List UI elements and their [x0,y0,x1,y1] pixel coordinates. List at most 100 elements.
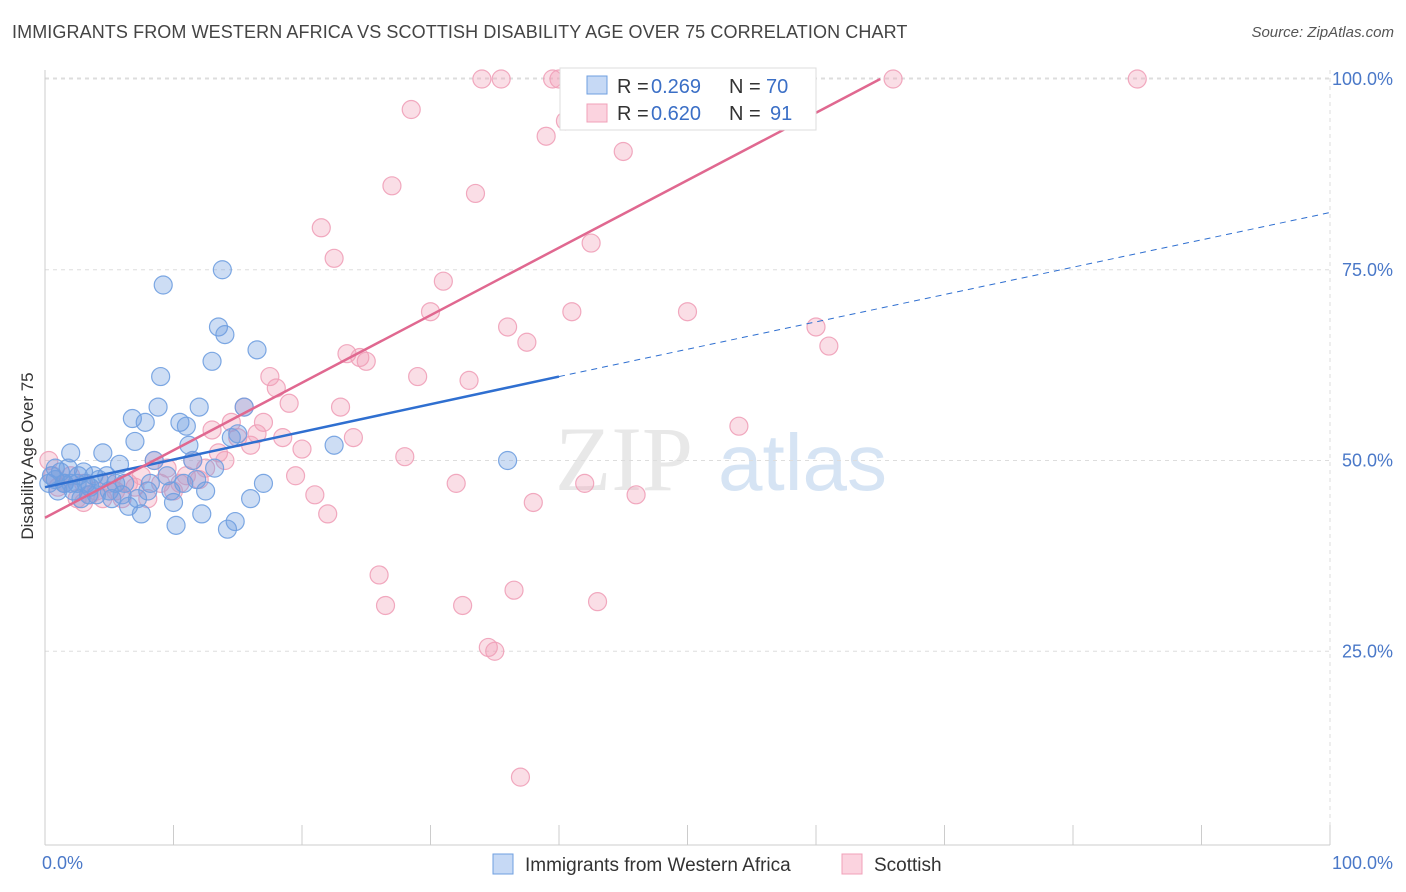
scottish-point-42 [311,218,331,238]
scottish-point-90 [883,69,903,89]
scottish-point-45 [330,397,351,417]
western-africa-point-51 [205,458,225,478]
scottish-point-47 [343,428,363,448]
trend-lines [44,77,1331,519]
western-africa-point-55 [217,519,238,539]
legend-n-label-pink: N = [729,103,761,125]
western-africa-point-47 [189,397,209,417]
x-tick-label-100: 100.0% [1332,853,1393,873]
scottish-point-61 [465,183,486,204]
western-africa-point-50 [202,351,222,371]
scottish-point-40 [292,439,312,459]
bottom-legend-label-pink: Scottish [874,855,942,876]
y-tick-labels: 25.0% 50.0% 75.0% 100.0% [1332,69,1393,661]
y-tick-label-25: 25.0% [1342,641,1393,661]
scottish-point-67 [504,580,524,600]
scottish-point-75 [562,302,582,322]
scottish-point-86 [729,416,749,436]
western-africa-point-60 [241,489,261,509]
western-africa-points [39,260,518,539]
scottish-point-0 [39,450,59,471]
western-africa-point-49 [196,481,216,501]
scottish-point-60 [459,370,479,390]
legend-r-value-blue: 0.269 [651,76,701,98]
legend-r-value-pink: 0.620 [651,103,701,125]
y-tick-label-75: 75.0% [1342,260,1393,280]
scottish-point-78 [587,592,608,612]
scottish-point-35 [260,366,280,387]
scottish-point-91 [1127,69,1147,89]
western-africa-trend-line [44,375,560,489]
bottom-legend-label-blue: Immigrants from Western Africa [525,855,791,876]
scottish-point-69 [517,332,537,352]
western-africa-point-42 [174,473,194,493]
western-africa-trend-extension [558,212,1331,378]
scottish-point-39 [285,466,306,486]
western-africa-point-48 [192,504,212,524]
scottish-point-81 [613,141,633,162]
scottish-point-62 [472,69,492,89]
western-africa-point-54 [215,325,235,345]
correlation-legend: R = 0.269 N = 70 R = 0.620 N = 91 [559,67,817,131]
x-tick-label-0: 0.0% [42,853,83,873]
western-africa-point-26 [122,408,142,429]
scottish-point-68 [510,767,531,787]
axes [44,70,1331,846]
scottish-point-57 [433,271,453,291]
y-tick-label-50: 50.0% [1342,451,1393,471]
western-africa-point-23 [112,485,132,505]
western-africa-point-68 [498,450,518,471]
scottish-point-59 [453,595,473,616]
western-africa-point-62 [253,473,274,493]
y-axis-label: Disability Age Over 75 [18,372,37,539]
watermark-zip: ZIP [555,408,693,510]
scottish-point-66 [498,317,518,337]
scottish-point-84 [677,302,698,322]
scottish-point-51 [375,595,396,616]
western-africa-point-67 [324,435,344,455]
scottish-point-38 [279,393,299,413]
western-africa-point-28 [127,489,148,509]
scottish-point-64 [485,641,505,661]
series-legend: Immigrants from Western Africa Scottish [492,853,942,876]
western-africa-point-37 [157,466,177,486]
chart-title: IMMIGRANTS FROM WESTERN AFRICA VS SCOTTI… [12,22,908,42]
scottish-point-41 [305,485,325,505]
legend-r-label-pink: R = [617,103,649,125]
western-africa-point-57 [225,511,245,532]
scottish-point-58 [446,473,466,493]
western-africa-point-43 [176,416,196,436]
bottom-legend-swatch-pink [841,853,863,875]
legend-r-label-blue: R = [617,76,649,98]
scottish-trend-line [44,77,881,519]
western-africa-point-36 [153,275,173,295]
western-africa-point-35 [151,366,171,387]
scottish-point-65 [491,69,511,89]
scottish-point-71 [536,126,556,146]
scottish-point-89 [819,336,839,356]
scottish-point-44 [324,248,344,268]
western-africa-point-32 [140,473,160,493]
scottish-point-82 [626,485,646,505]
y-tick-label-100: 100.0% [1332,69,1393,89]
watermark: ZIP atlas [555,408,887,510]
source-credit: Source: ZipAtlas.com [1251,24,1394,41]
scottish-point-49 [356,351,376,371]
western-africa-point-58 [228,424,248,444]
western-africa-point-7 [61,443,81,463]
scottish-point-54 [401,99,421,120]
scottish-point-76 [575,473,595,493]
western-africa-point-29 [131,504,151,524]
scottish-point-77 [581,233,601,253]
western-africa-point-63 [45,458,65,478]
legend-n-value-pink: 91 [770,103,792,125]
western-africa-point-31 [138,481,158,501]
western-africa-point-40 [166,515,186,535]
western-africa-point-30 [135,412,155,432]
scottish-point-43 [318,504,338,524]
scottish-point-50 [369,565,389,585]
western-africa-point-22 [109,454,130,474]
scottish-point-70 [523,492,543,513]
western-africa-point-34 [148,397,168,417]
